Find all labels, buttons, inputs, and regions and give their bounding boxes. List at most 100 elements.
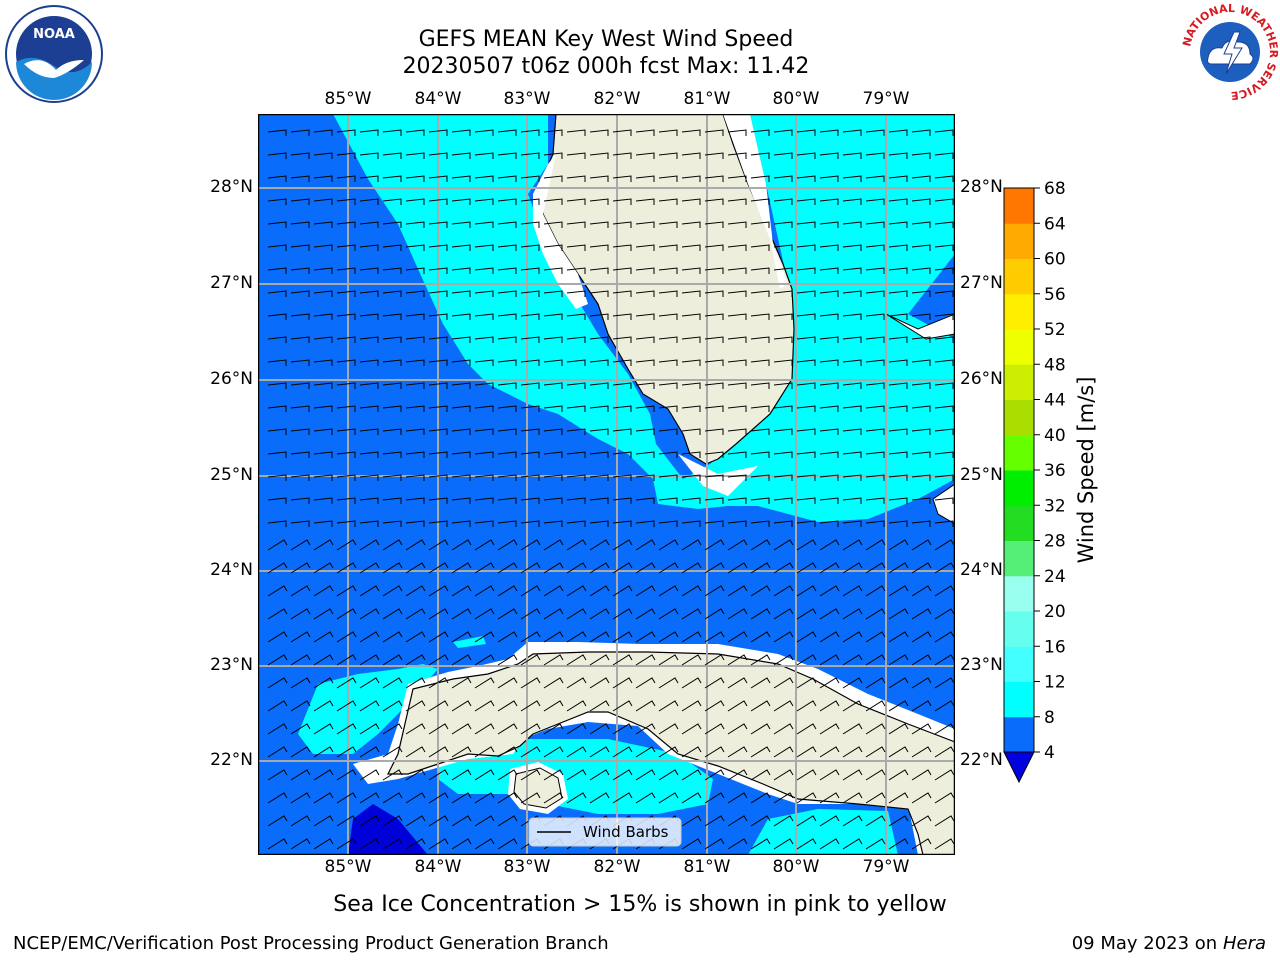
wind-barb: [497, 221, 517, 228]
wind-barb: [543, 769, 564, 781]
wind-barb: [842, 562, 863, 574]
wind-barb: [267, 769, 288, 781]
wind-barb: [267, 152, 287, 159]
wind-barb: [267, 792, 288, 804]
wind-barb: [865, 313, 885, 320]
wind-barb: [290, 631, 311, 643]
colorbar-cell: [1004, 293, 1034, 330]
wind-barb: [543, 520, 563, 527]
wind-barb: [290, 382, 310, 389]
wind-barb: [382, 562, 403, 574]
wind-barb: [405, 451, 425, 458]
wind-barb: [819, 152, 839, 159]
wind-barb: [428, 359, 448, 366]
wind-barb: [911, 267, 931, 274]
wind-barb: [382, 428, 402, 435]
wind-barb: [589, 631, 610, 643]
wind-barb: [773, 152, 793, 159]
wind-barb: [750, 631, 771, 643]
wind-barb: [497, 267, 517, 274]
wind-barb: [796, 221, 816, 228]
wind-barb: [405, 677, 426, 689]
wind-barb: [382, 129, 402, 136]
wind-barb: [727, 382, 747, 389]
wind-barb: [405, 313, 425, 320]
wind-barb: [451, 815, 472, 827]
wind-barb: [727, 723, 748, 735]
wind-barb: [773, 382, 793, 389]
wind-barb: [589, 700, 610, 712]
wind-barb: [681, 562, 702, 574]
wind-barb: [451, 313, 471, 320]
wind-barb: [911, 129, 931, 136]
wind-barb: [819, 129, 839, 136]
wind-barb: [566, 129, 586, 136]
wind-barb: [681, 723, 702, 735]
wind-barb: [290, 221, 310, 228]
wind-barb: [267, 428, 287, 435]
wind-barb: [290, 746, 311, 758]
wind-barb: [359, 267, 379, 274]
wind-barb: [336, 700, 357, 712]
wind-barb: [796, 267, 816, 274]
wind-barb: [842, 382, 862, 389]
wind-barb: [750, 700, 771, 712]
wind-barb: [773, 815, 794, 827]
wind-barb: [819, 585, 840, 597]
wind-barb: [382, 792, 403, 804]
lon-label-top: 82°W: [593, 89, 641, 109]
wind-barb: [819, 359, 839, 366]
wind-barb: [888, 451, 908, 458]
wind-barb: [382, 175, 402, 182]
wind-barb: [681, 313, 701, 320]
wind-barb: [704, 677, 725, 689]
wind-barb: [819, 838, 840, 850]
wind-barb: [520, 539, 541, 551]
wind-barb: [819, 654, 840, 666]
wind-barb: [543, 746, 564, 758]
wind-barb: [520, 336, 540, 343]
lat-label-right: 23°N: [960, 655, 1003, 675]
wind-barb: [520, 175, 540, 182]
wind-barb: [543, 359, 563, 366]
wind-barb: [704, 539, 725, 551]
wind-barb: [911, 654, 932, 666]
wind-barb: [589, 129, 609, 136]
wind-barb: [520, 405, 540, 412]
wind-barb: [704, 723, 725, 735]
wind-barb: [612, 359, 632, 366]
wind-barb: [382, 520, 402, 527]
wind-barb: [313, 336, 333, 343]
wind-barb: [474, 520, 494, 527]
wind-barb: [405, 290, 425, 297]
wind-barb: [796, 359, 816, 366]
wind-barb: [612, 769, 633, 781]
wind-barb: [934, 631, 955, 643]
wind-barb-legend: Wind Barbs: [528, 817, 682, 847]
wind-barb: [888, 290, 908, 297]
wind-barb: [727, 746, 748, 758]
wind-barb: [819, 700, 840, 712]
wind-barb: [359, 700, 380, 712]
chart-subtitle: 20230507 t06z 000h fcst Max: 11.42: [402, 54, 810, 79]
wind-barb: [865, 152, 885, 159]
wind-barb: [405, 359, 425, 366]
lon-label-bottom: 82°W: [593, 857, 641, 877]
wind-barb: [612, 792, 633, 804]
wind-barb: [681, 539, 702, 551]
wind-barb: [681, 746, 702, 758]
wind-barb: [566, 497, 586, 504]
wind-barb: [474, 792, 495, 804]
wind-barb: [934, 677, 955, 689]
wind-barb: [842, 700, 863, 712]
wind-barb: [612, 267, 632, 274]
wind-barb: [313, 562, 334, 574]
wind-barb: [865, 405, 885, 412]
wind-barb: [359, 198, 379, 205]
wind-barb: [428, 451, 448, 458]
wind-barb: [888, 562, 909, 574]
wind-barb: [704, 175, 724, 182]
wind-barb: [635, 497, 655, 504]
wind-barb: [911, 474, 931, 481]
wind-barb: [888, 815, 909, 827]
